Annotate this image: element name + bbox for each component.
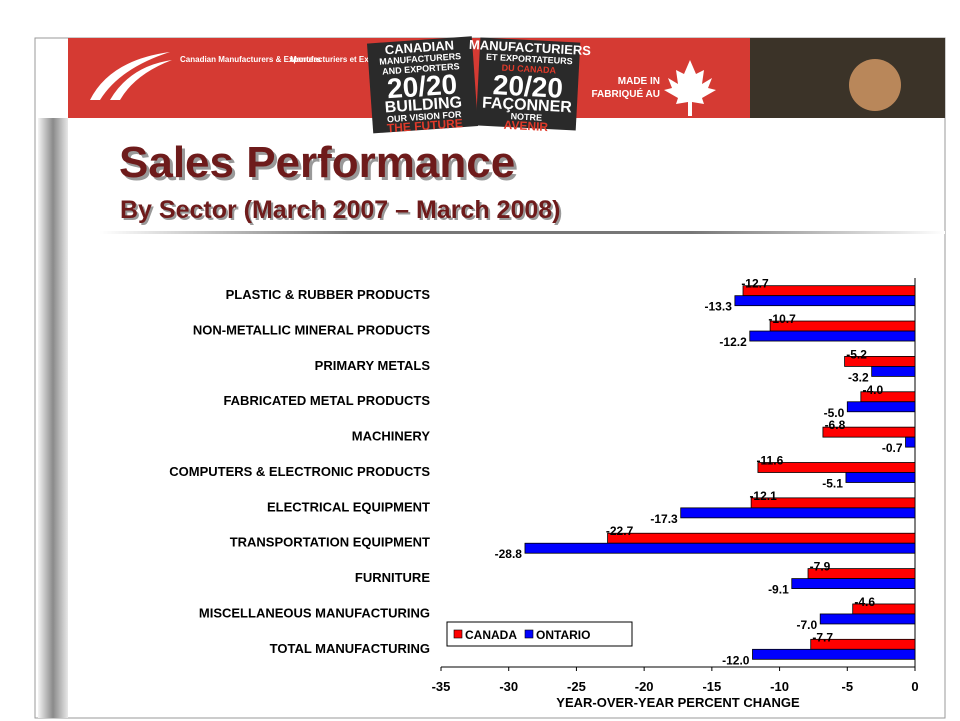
bar bbox=[905, 436, 916, 448]
logo-fr-line: FAÇONNER bbox=[482, 95, 573, 117]
value-label: -7.9 bbox=[810, 560, 831, 574]
chart-subtitle: By Sector (March 2007 – March 2008) bbox=[120, 196, 561, 224]
bar bbox=[845, 472, 916, 483]
logo-en-line: 20/20 bbox=[386, 68, 458, 104]
side-bar bbox=[38, 118, 68, 718]
bar bbox=[822, 426, 916, 438]
logo-en-box bbox=[366, 36, 479, 134]
title-rule bbox=[100, 231, 945, 234]
x-tick-label: -15 bbox=[702, 679, 721, 694]
maple-leaf bbox=[664, 60, 716, 116]
bar bbox=[749, 330, 916, 342]
logo-fr-line: NOTRE bbox=[510, 111, 542, 123]
logo-fr-line: MANUFACTURIERS bbox=[469, 37, 592, 58]
logo-fr-line: ET EXPORTATEURS bbox=[486, 52, 573, 67]
logo-en-line: THE FUTURE bbox=[386, 116, 463, 135]
logo-fr-box bbox=[475, 37, 581, 131]
bar bbox=[680, 507, 916, 519]
category-label: TRANSPORTATION EQUIPMENT bbox=[230, 535, 430, 550]
chart: -35 -30 -25 -20 -15 -10 -5 0 PLASTIC & RUBBER PR… bbox=[169, 277, 918, 694]
logo-swoosh bbox=[90, 52, 172, 100]
value-label: -4.0 bbox=[862, 383, 883, 397]
bar bbox=[752, 648, 916, 660]
logo-en-line: CANADIAN bbox=[384, 38, 454, 58]
logo-fr-line: DU CANADA bbox=[501, 63, 556, 76]
bar bbox=[846, 401, 916, 413]
x-tick-label: -30 bbox=[499, 679, 518, 694]
org-en: Canadian Manufacturers & Exporters bbox=[180, 55, 321, 64]
value-label: -12.0 bbox=[722, 653, 750, 667]
logo-fr-line: AVENIR bbox=[503, 118, 548, 134]
chart-title: Sales Performance bbox=[119, 138, 515, 187]
category-label: MISCELLANEOUS MANUFACTURING bbox=[199, 605, 430, 620]
value-label: -11.6 bbox=[757, 454, 784, 468]
category-label: NON-METALLIC MINERAL PRODUCTS bbox=[193, 322, 430, 337]
bar bbox=[742, 285, 916, 297]
value-label: -5.0 bbox=[824, 406, 845, 420]
value-label: -12.1 bbox=[749, 489, 777, 503]
bar bbox=[871, 366, 916, 377]
value-label: -3.2 bbox=[848, 370, 869, 384]
value-label: -7.0 bbox=[797, 618, 818, 632]
legend-box bbox=[446, 621, 633, 647]
bar bbox=[819, 613, 916, 625]
value-label: -7.7 bbox=[812, 630, 833, 644]
x-tick-label: -10 bbox=[770, 679, 789, 694]
value-label: -17.3 bbox=[650, 512, 678, 526]
value-label: -6.8 bbox=[825, 418, 846, 432]
value-label: -12.7 bbox=[741, 277, 769, 291]
legend-label: CANADA bbox=[465, 628, 517, 642]
category-label: FURNITURE bbox=[355, 570, 430, 585]
x-axis-title: YEAR-OVER-YEAR PERCENT CHANGE bbox=[556, 695, 800, 710]
x-tick-label: -35 bbox=[432, 679, 451, 694]
slide-frame bbox=[34, 37, 946, 719]
made-in: MADE IN bbox=[618, 76, 660, 87]
bar bbox=[607, 532, 916, 544]
value-label: -12.2 bbox=[719, 335, 747, 349]
legend-swatch bbox=[453, 629, 463, 639]
legend-label: ONTARIO bbox=[536, 628, 590, 642]
photo bbox=[750, 38, 945, 118]
logo-fr-line: 20/20 bbox=[492, 69, 564, 104]
value-label: -4.6 bbox=[854, 595, 875, 609]
logo-en-line: BUILDING bbox=[384, 94, 462, 116]
bar bbox=[734, 295, 916, 307]
value-label: -0.7 bbox=[882, 441, 903, 455]
category-label: PRIMARY METALS bbox=[315, 358, 431, 373]
fabrique-au: FABRIQUÉ AU bbox=[591, 87, 660, 100]
value-label: -13.3 bbox=[705, 300, 733, 314]
x-tick-label: -5 bbox=[842, 679, 854, 694]
title-shadow: Sales Performance bbox=[122, 141, 518, 190]
x-tick-label: -25 bbox=[567, 679, 586, 694]
category-label: COMPUTERS & ELECTRONIC PRODUCTS bbox=[169, 464, 430, 479]
value-label: -5.2 bbox=[846, 347, 867, 361]
value-label: -5.1 bbox=[822, 477, 843, 491]
category-label: PLASTIC & RUBBER PRODUCTS bbox=[226, 287, 431, 302]
bar bbox=[757, 462, 916, 473]
category-label: FABRICATED METAL PRODUCTS bbox=[223, 393, 430, 408]
category-label: ELECTRICAL EQUIPMENT bbox=[267, 499, 430, 514]
value-label: -10.7 bbox=[768, 312, 796, 326]
category-label: TOTAL MANUFACTURING bbox=[270, 641, 430, 656]
value-label: -22.7 bbox=[606, 524, 634, 538]
value-label: -28.8 bbox=[495, 547, 523, 561]
photo-face bbox=[849, 59, 901, 111]
value-label: -9.1 bbox=[768, 583, 789, 597]
x-tick-label: -20 bbox=[635, 679, 654, 694]
bar bbox=[524, 542, 916, 554]
x-tick-label: 0 bbox=[911, 679, 918, 694]
legend-swatch bbox=[524, 629, 534, 639]
category-label: MACHINERY bbox=[352, 429, 431, 444]
bar bbox=[791, 578, 916, 589]
subtitle-shadow: By Sector (March 2007 – March 2008) bbox=[122, 198, 563, 226]
